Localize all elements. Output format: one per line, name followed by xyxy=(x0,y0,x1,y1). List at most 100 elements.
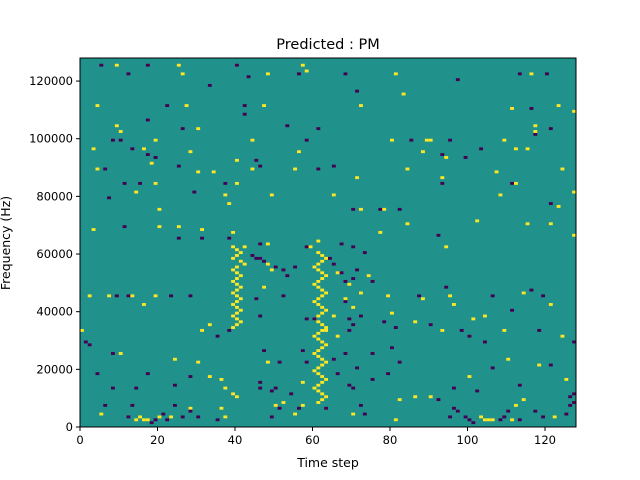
heatmap-cell xyxy=(316,331,321,335)
heatmap-cell xyxy=(262,285,267,289)
heatmap-cell xyxy=(316,401,321,404)
heatmap-cell xyxy=(440,328,445,332)
heatmap-cell xyxy=(455,409,460,413)
x-tick-label: 20 xyxy=(150,433,165,447)
heatmap-cell xyxy=(173,403,177,407)
heatmap-cell xyxy=(320,259,325,263)
heatmap-cell xyxy=(533,409,538,413)
heatmap-cell xyxy=(444,285,449,289)
heatmap-cell xyxy=(548,127,553,131)
heatmap-cell xyxy=(397,398,402,402)
heatmap-cell xyxy=(486,418,491,422)
heatmap-cell xyxy=(390,138,394,142)
heatmap-cell xyxy=(533,132,538,136)
heatmap-cell xyxy=(130,403,135,407)
heatmap-cell xyxy=(343,72,348,76)
heatmap-cell xyxy=(149,161,154,165)
heatmap-cell xyxy=(498,418,503,422)
heatmap-cell xyxy=(316,262,321,266)
heatmap-cell xyxy=(316,285,321,289)
heatmap-cell xyxy=(393,72,398,76)
heatmap-cell xyxy=(180,72,185,76)
heatmap-cell xyxy=(324,395,329,399)
heatmap-cell xyxy=(266,262,270,266)
heatmap-cell xyxy=(111,352,115,355)
heatmap-cell xyxy=(525,222,530,226)
heatmap-cell xyxy=(138,415,143,419)
heatmap-cell xyxy=(514,403,518,407)
heatmap-cell xyxy=(359,314,363,318)
heatmap-cell xyxy=(200,328,205,332)
heatmap-cell xyxy=(258,242,263,246)
heatmap-cell xyxy=(529,288,534,292)
heatmap-cell xyxy=(235,311,239,315)
heatmap-cell xyxy=(455,78,460,82)
heatmap-cell xyxy=(231,256,236,260)
heatmap-cell xyxy=(320,254,325,257)
heatmap-cell xyxy=(145,118,150,122)
heatmap-cell xyxy=(483,314,487,318)
heatmap-cell xyxy=(517,418,522,422)
heatmap-cell xyxy=(235,63,239,67)
heatmap-cell xyxy=(343,352,348,355)
heatmap-cell xyxy=(413,395,418,399)
heatmap-cell xyxy=(262,259,267,263)
heatmap-cell xyxy=(114,63,119,67)
heatmap-cell xyxy=(467,418,472,422)
heatmap-cell xyxy=(362,412,367,416)
heatmap-cell xyxy=(316,372,321,376)
heatmap-cell xyxy=(111,138,115,142)
heatmap-cell xyxy=(328,256,332,260)
heatmap-cell xyxy=(188,294,193,298)
heatmap-cell xyxy=(180,127,185,131)
heatmap-cell xyxy=(153,156,158,159)
heatmap-cell xyxy=(277,360,282,364)
heatmap-cell xyxy=(498,193,503,197)
heatmap-cell xyxy=(180,415,185,419)
heatmap-cell xyxy=(359,403,363,407)
heatmap-cell xyxy=(95,104,100,108)
heatmap-cell xyxy=(320,363,325,367)
heatmap-cell xyxy=(331,262,336,266)
heatmap-cell xyxy=(235,248,239,252)
heatmap-cell xyxy=(281,294,286,298)
y-tick-label: 80000 xyxy=(36,189,73,203)
heatmap-cell xyxy=(444,156,449,159)
heatmap-cell xyxy=(421,297,425,301)
heatmap-cell xyxy=(196,360,201,364)
heatmap-cell xyxy=(238,308,243,312)
heatmap-cell xyxy=(510,107,515,110)
x-tick-label: 0 xyxy=(76,433,83,447)
heatmap-cell xyxy=(316,389,321,393)
heatmap-cell xyxy=(227,328,232,332)
heatmap-cell xyxy=(320,288,325,292)
heatmap-cell xyxy=(235,288,239,292)
heatmap-cell xyxy=(231,230,236,234)
heatmap-background xyxy=(80,58,576,427)
heatmap-cell xyxy=(118,352,123,355)
heatmap-cell xyxy=(223,181,228,185)
heatmap-cell xyxy=(564,377,569,381)
heatmap-cell xyxy=(320,328,325,332)
heatmap-cell xyxy=(242,104,247,108)
heatmap-cell xyxy=(572,109,577,113)
heatmap-cell xyxy=(173,357,177,361)
heatmap-cell xyxy=(316,239,321,243)
heatmap-cell xyxy=(312,386,317,390)
x-tick-label: 100 xyxy=(457,433,479,447)
heatmap-cell xyxy=(331,357,336,361)
heatmap-cell xyxy=(390,346,394,350)
heatmap-cell xyxy=(506,409,511,413)
heatmap-cell xyxy=(126,72,131,76)
heatmap-cell xyxy=(95,372,100,376)
heatmap-cell xyxy=(176,225,181,229)
heatmap-cell xyxy=(417,294,422,298)
heatmap-cell xyxy=(490,366,495,370)
heatmap-cell xyxy=(548,202,553,206)
x-tick-label: 120 xyxy=(534,433,556,447)
heatmap-cell xyxy=(285,124,290,128)
heatmap-cell xyxy=(235,282,239,286)
heatmap-cell xyxy=(483,418,487,422)
heatmap-cell xyxy=(165,104,170,108)
